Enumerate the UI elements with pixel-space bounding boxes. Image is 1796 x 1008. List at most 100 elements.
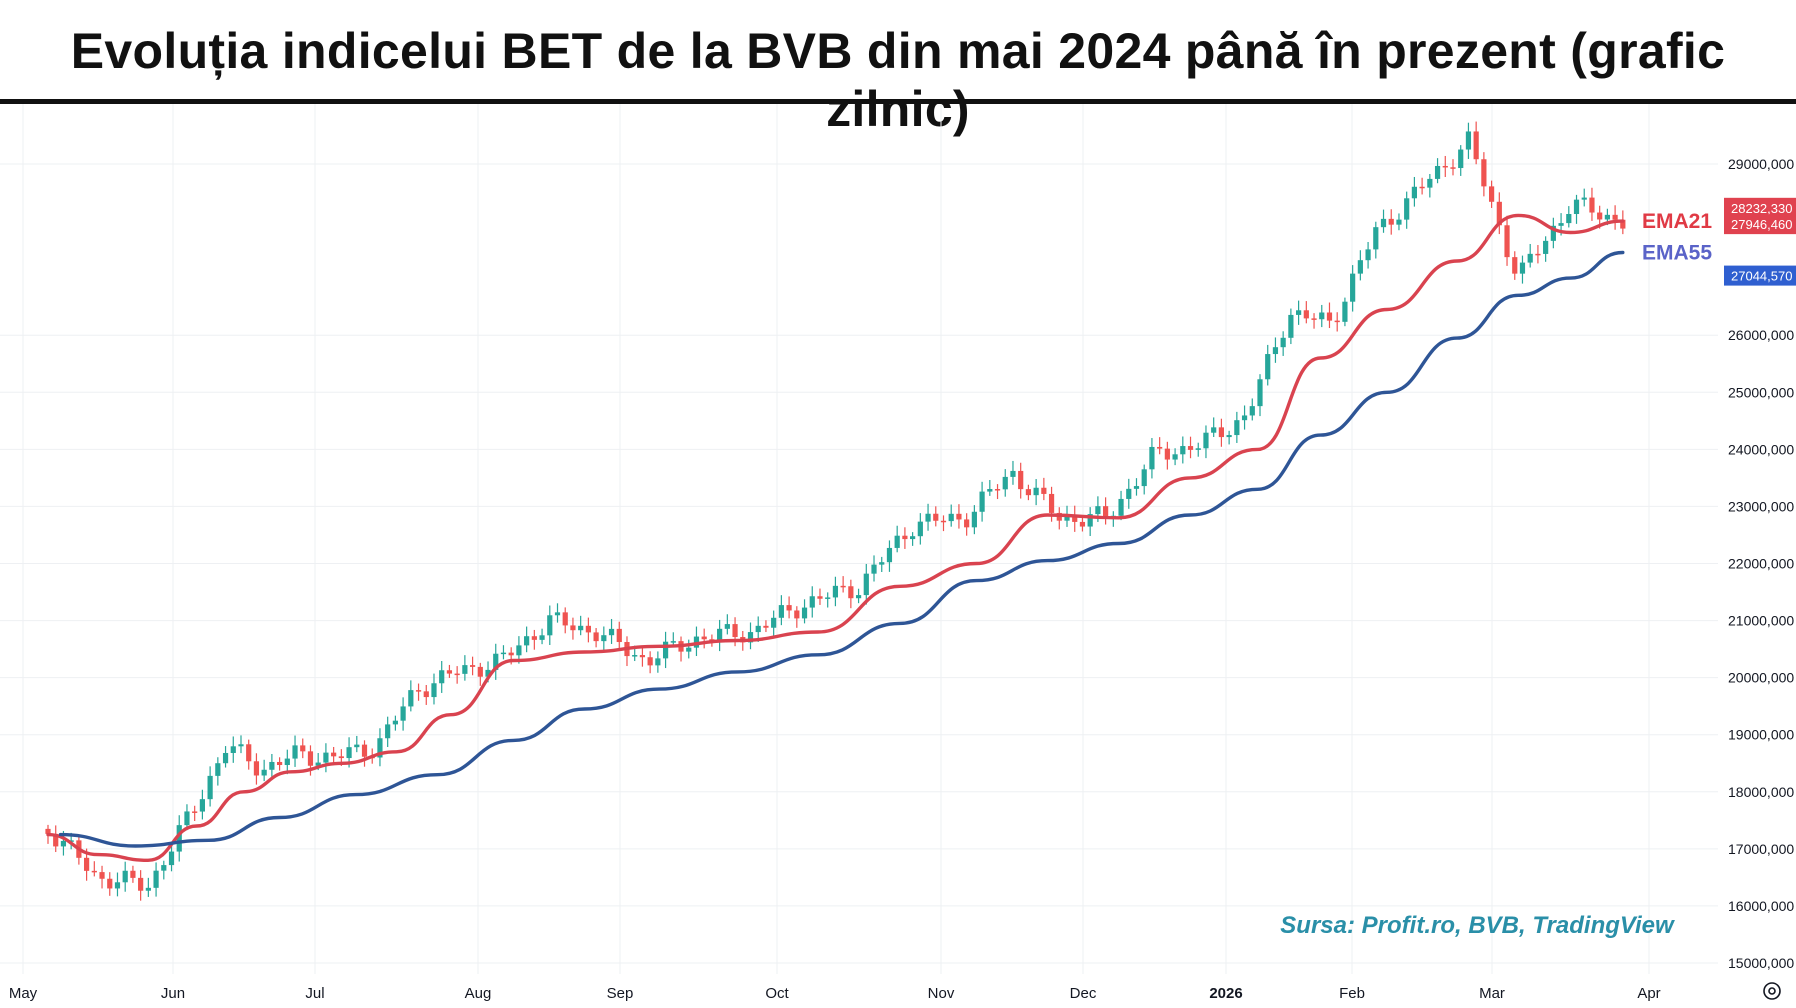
ema-line-ema21	[46, 213, 1625, 863]
series-label-ema55: EMA55	[1642, 241, 1712, 264]
price-tag-bg	[1724, 265, 1796, 286]
candle-body	[392, 720, 398, 725]
candle-body	[1496, 201, 1502, 226]
candle-body	[346, 747, 352, 759]
candle-body	[910, 536, 916, 540]
candle-body	[771, 617, 777, 628]
price-tag-text: 27946,460	[1731, 217, 1792, 232]
candle-body	[948, 513, 954, 522]
candle-body	[1048, 493, 1055, 513]
candle-body	[1589, 197, 1595, 213]
candle-body	[130, 870, 136, 878]
candle-body	[1234, 420, 1240, 436]
candle-body	[1411, 186, 1417, 199]
candle-body	[1543, 240, 1549, 254]
price-tag: 28232,330	[1724, 197, 1796, 218]
candle-body	[1373, 227, 1379, 250]
x-tick-label: Dec	[1070, 985, 1097, 1002]
candle-body	[1002, 476, 1008, 490]
candle-body	[670, 641, 676, 643]
candle-body	[1203, 432, 1209, 449]
candle-body	[825, 597, 831, 599]
x-tick-label: May	[9, 985, 38, 1002]
candle-body	[1620, 219, 1626, 229]
candle-body	[1404, 198, 1410, 220]
candle-body	[1319, 312, 1325, 320]
candle-body	[145, 887, 151, 891]
candle-body	[122, 870, 128, 883]
candle-body	[832, 585, 839, 598]
price-tag-text: 27044,570	[1731, 269, 1792, 284]
candle-body	[493, 653, 499, 670]
candle-body	[1257, 379, 1263, 407]
candle-body	[1388, 218, 1394, 225]
candle-body	[1288, 314, 1294, 338]
candle-body	[840, 585, 846, 588]
x-tick-label: Jul	[305, 985, 324, 1002]
candle-body	[1211, 427, 1217, 433]
y-tick-label: 17000,000	[1728, 841, 1794, 857]
x-tick-label: Aug	[465, 985, 492, 1002]
price-tag: 27946,460	[1724, 214, 1796, 235]
candle-body	[199, 799, 205, 812]
candle-body	[639, 655, 646, 658]
candle-body	[446, 670, 453, 674]
candle-body	[1573, 199, 1580, 215]
candle-body	[817, 596, 823, 599]
candle-body	[608, 628, 615, 636]
candle-body	[423, 691, 429, 698]
candle-body	[469, 665, 476, 667]
candle-body	[1157, 446, 1163, 449]
candle-body	[1396, 219, 1402, 225]
candle-body	[632, 655, 638, 657]
candle-body	[1350, 273, 1356, 302]
x-tick-label: 2026	[1209, 985, 1242, 1002]
candle-body	[933, 513, 939, 521]
candle-body	[1488, 186, 1495, 202]
candle-body	[747, 632, 754, 643]
candle-body	[917, 521, 923, 537]
candle-body	[516, 645, 522, 656]
candle-body	[585, 625, 591, 633]
candle-body	[60, 840, 67, 847]
candle-body	[138, 877, 144, 891]
candle-body	[863, 573, 869, 596]
candle-body	[1033, 487, 1039, 496]
candle-body	[1558, 223, 1564, 226]
candle-body	[1550, 225, 1556, 241]
candle-body	[246, 744, 252, 762]
candle-body	[1612, 214, 1618, 220]
candle-body	[1187, 446, 1194, 450]
candle-body	[176, 825, 182, 852]
candle-body	[570, 625, 576, 631]
candle-body	[276, 761, 283, 766]
candle-body	[925, 513, 931, 522]
candle-body	[1133, 486, 1140, 489]
candle-body	[686, 647, 692, 652]
candle-body	[269, 761, 275, 770]
candle-body	[1087, 514, 1093, 527]
candle-body	[701, 636, 707, 640]
candle-body	[1126, 488, 1132, 499]
settings-gear-icon[interactable]	[1763, 982, 1781, 1000]
candle-body	[1334, 320, 1340, 323]
candle-body	[500, 652, 507, 655]
candle-body	[778, 605, 784, 618]
candle-body	[207, 775, 213, 800]
candle-body	[323, 752, 329, 763]
candle-body	[971, 511, 977, 528]
candle-body	[539, 635, 545, 640]
candle-body	[1141, 469, 1147, 487]
candle-body	[724, 624, 730, 629]
candle-body	[647, 657, 653, 666]
candle-body	[994, 489, 1001, 491]
candle-body	[439, 670, 445, 684]
candle-body	[1041, 487, 1047, 494]
candle-body	[1272, 347, 1279, 355]
y-tick-label: 15000,000	[1728, 955, 1794, 971]
candle-body	[578, 625, 584, 631]
candle-body	[1419, 186, 1425, 189]
x-tick-label: Apr	[1637, 985, 1660, 1002]
series-labels: EMA21 EMA55	[1642, 210, 1712, 264]
candle-body	[153, 870, 159, 888]
